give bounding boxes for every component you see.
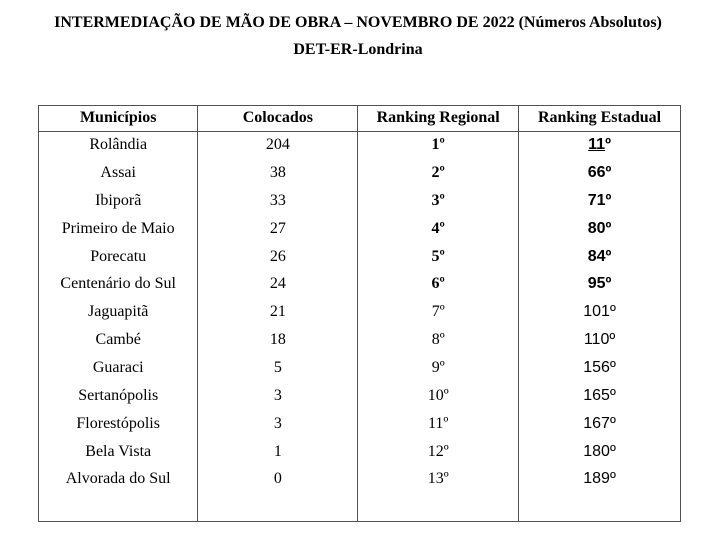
cell-ranking-regional: 4º — [357, 214, 520, 243]
table-row: Florestópolis 3 11º 167º — [37, 409, 681, 438]
empty-cell — [197, 493, 359, 522]
cell-ranking-estadual: 180º — [518, 437, 681, 466]
cell-municipio: Sertanópolis — [37, 381, 199, 410]
cell-municipio: Florestópolis — [37, 409, 199, 438]
table-row: Rolândia 204 1º 11º — [37, 131, 681, 160]
cell-ranking-estadual: 156º — [518, 354, 681, 382]
cell-municipio: Primeiro de Maio — [37, 214, 199, 243]
cell-ranking-regional: 11º — [357, 409, 520, 438]
cell-colocados: 21 — [197, 298, 359, 327]
table-row: Ibiporã 33 3º 71º — [37, 186, 681, 215]
cell-ranking-estadual: 110º — [518, 326, 681, 355]
cell-ranking-regional: 6º — [357, 270, 520, 299]
cell-colocados: 24 — [197, 270, 359, 299]
cell-ranking-regional: 10º — [357, 381, 520, 410]
cell-colocados: 33 — [197, 186, 359, 215]
cell-ranking-regional: 2º — [357, 159, 520, 187]
table-row: Alvorada do Sul 0 13º 189º — [37, 465, 681, 494]
cell-municipio: Porecatu — [37, 242, 199, 271]
cell-ranking-estadual: 11º — [518, 131, 681, 160]
table-row: Porecatu 26 5º 84º — [37, 242, 681, 271]
cell-municipio: Jaguapitã — [37, 298, 199, 327]
column-header-municipios: Municípios — [37, 105, 199, 132]
cell-ranking-estadual: 95º — [518, 270, 681, 299]
cell-ranking-estadual: 189º — [518, 465, 681, 494]
cell-municipio: Ibiporã — [37, 186, 199, 215]
table-row: Primeiro de Maio 27 4º 80º — [37, 214, 681, 243]
cell-municipio: Bela Vista — [37, 437, 199, 466]
cell-municipio: Guaraci — [37, 354, 199, 382]
cell-ranking-estadual: 84º — [518, 242, 681, 271]
table-header-row: Municípios Colocados Ranking Regional Ra… — [37, 105, 681, 132]
column-header-ranking-regional: Ranking Regional — [357, 105, 520, 132]
cell-colocados: 38 — [197, 159, 359, 187]
cell-colocados: 27 — [197, 214, 359, 243]
cell-ranking-regional: 3º — [357, 186, 520, 215]
cell-colocados: 5 — [197, 354, 359, 382]
cell-colocados: 1 — [197, 437, 359, 466]
table-row: Bela Vista 1 12º 180º — [37, 437, 681, 466]
cell-colocados: 18 — [197, 326, 359, 355]
cell-municipio: Cambé — [37, 326, 199, 355]
cell-colocados: 26 — [197, 242, 359, 271]
cell-ranking-estadual: 66º — [518, 159, 681, 187]
cell-colocados: 0 — [197, 465, 359, 494]
cell-ranking-regional: 12º — [357, 437, 520, 466]
cell-colocados: 3 — [197, 409, 359, 438]
cell-colocados: 204 — [197, 131, 359, 160]
cell-municipio: Centenário do Sul — [37, 270, 199, 299]
table-row: Guaraci 5 9º 156º — [37, 354, 681, 382]
table-row: Centenário do Sul 24 6º 95º — [37, 270, 681, 299]
cell-ranking-regional: 5º — [357, 242, 520, 271]
document-header: INTERMEDIAÇÃO DE MÃO DE OBRA – NOVEMBRO … — [0, 9, 716, 64]
column-header-ranking-estadual: Ranking Estadual — [518, 105, 681, 132]
cell-colocados: 3 — [197, 381, 359, 410]
table-row: Jaguapitã 21 7º 101º — [37, 298, 681, 327]
cell-ranking-regional: 13º — [357, 465, 520, 494]
empty-row — [37, 493, 681, 522]
table-row: Assai 38 2º 66º — [37, 159, 681, 187]
cell-ranking-regional: 7º — [357, 298, 520, 327]
cell-ranking-estadual: 167º — [518, 409, 681, 438]
document-subtitle: DET-ER-Londrina — [293, 41, 423, 59]
document-title: INTERMEDIAÇÃO DE MÃO DE OBRA – NOVEMBRO … — [54, 13, 662, 31]
cell-ranking-estadual: 165º — [518, 381, 681, 410]
cell-ranking-regional: 9º — [357, 354, 520, 382]
cell-ranking-estadual: 80º — [518, 214, 681, 243]
empty-cell — [357, 493, 520, 522]
cell-ranking-regional: 8º — [357, 326, 520, 355]
cell-ranking-estadual: 71º — [518, 186, 681, 215]
cell-ranking-regional: 1º — [357, 131, 520, 160]
column-header-colocados: Colocados — [197, 105, 359, 132]
table-row: Sertanópolis 3 10º 165º — [37, 381, 681, 410]
cell-municipio: Rolândia — [37, 131, 199, 160]
empty-cell — [518, 493, 681, 522]
empty-cell — [37, 493, 199, 522]
underlined-rank-number: 11 — [588, 136, 606, 154]
table-row: Cambé 18 8º 110º — [37, 326, 681, 355]
cell-municipio: Assai — [37, 159, 199, 187]
cell-municipio: Alvorada do Sul — [37, 465, 199, 494]
placements-ranking-table: Municípios Colocados Ranking Regional Ra… — [37, 104, 681, 523]
cell-ranking-estadual: 101º — [518, 298, 681, 327]
